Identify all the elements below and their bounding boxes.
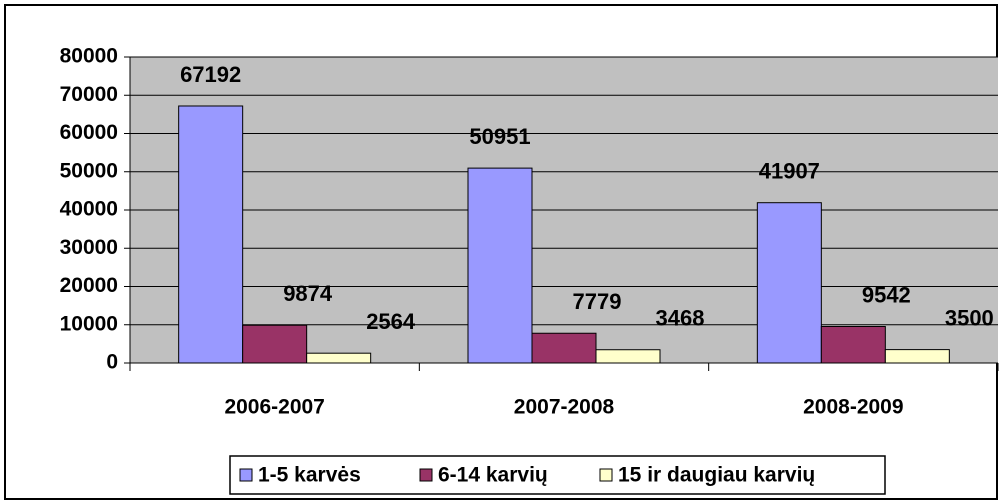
y-tick-label: 20000 <box>60 274 118 297</box>
y-tick-label: 30000 <box>60 236 118 259</box>
bar <box>531 332 597 364</box>
value-label: 9874 <box>283 281 333 306</box>
x-tick-label: 2006-2007 <box>224 396 324 419</box>
bar <box>467 167 533 364</box>
x-tick-label: 2008-2009 <box>803 396 903 419</box>
bar <box>306 352 372 364</box>
value-label: 67192 <box>180 62 241 87</box>
value-label: 2564 <box>366 309 416 334</box>
y-tick-label: 50000 <box>60 159 118 182</box>
y-tick-label: 40000 <box>60 198 118 221</box>
value-label: 50951 <box>469 124 530 149</box>
value-label: 3500 <box>945 305 994 330</box>
y-tick-label: 10000 <box>60 312 118 335</box>
y-tick-label: 70000 <box>60 83 118 106</box>
bar <box>820 326 886 364</box>
legend-label: 6-14 karvių <box>438 464 548 487</box>
legend-swatch <box>419 468 433 482</box>
bar <box>242 324 308 364</box>
value-label: 9542 <box>862 282 911 307</box>
legend-swatch <box>599 468 613 482</box>
value-label: 7779 <box>573 289 622 314</box>
y-tick-label: 0 <box>106 351 118 374</box>
bar <box>178 105 244 364</box>
bar <box>756 202 822 364</box>
value-label: 41907 <box>759 159 820 184</box>
legend-box <box>229 455 886 495</box>
bar <box>595 349 661 364</box>
value-label: 3468 <box>656 306 705 331</box>
bar <box>884 349 950 364</box>
y-tick-label: 80000 <box>60 45 118 68</box>
y-tick-label: 60000 <box>60 121 118 144</box>
legend-swatch <box>239 468 253 482</box>
x-tick-label: 2007-2008 <box>514 396 615 419</box>
legend-label: 15 ir daugiau karvių <box>618 464 815 487</box>
legend-label: 1-5 karvės <box>258 464 361 487</box>
